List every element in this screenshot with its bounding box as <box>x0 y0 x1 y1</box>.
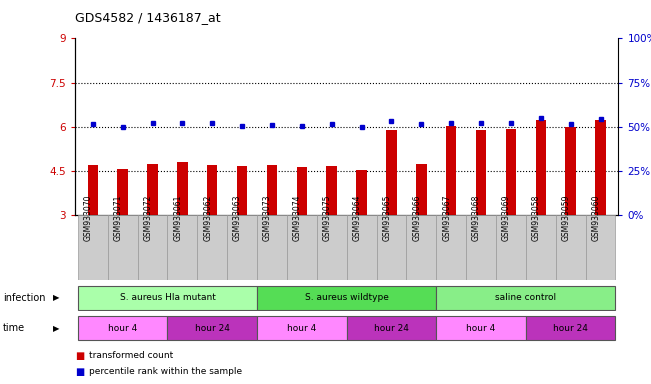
Text: GSM933065: GSM933065 <box>382 194 391 241</box>
Bar <box>436 286 615 310</box>
Bar <box>197 215 227 280</box>
Bar <box>566 127 576 215</box>
Bar <box>107 215 137 280</box>
Bar <box>376 215 406 280</box>
Text: S. aureus Hla mutant: S. aureus Hla mutant <box>120 293 215 302</box>
Text: GSM933064: GSM933064 <box>353 194 361 241</box>
Text: transformed count: transformed count <box>89 351 173 361</box>
Bar <box>317 215 346 280</box>
Text: GSM933069: GSM933069 <box>502 194 511 241</box>
Bar <box>267 165 277 215</box>
Bar <box>117 169 128 215</box>
Text: ■: ■ <box>75 351 84 361</box>
Text: hour 4: hour 4 <box>108 324 137 333</box>
Bar <box>386 130 396 215</box>
Text: GSM933060: GSM933060 <box>592 194 600 241</box>
Text: GSM933072: GSM933072 <box>143 194 152 241</box>
Text: ■: ■ <box>75 366 84 377</box>
Bar <box>137 215 167 280</box>
Bar <box>476 130 486 215</box>
Bar <box>78 316 167 340</box>
Bar <box>237 167 247 215</box>
Bar <box>177 162 187 215</box>
Text: S. aureus wildtype: S. aureus wildtype <box>305 293 389 302</box>
Text: GSM933066: GSM933066 <box>412 194 421 241</box>
Text: saline control: saline control <box>495 293 557 302</box>
Bar <box>78 286 257 310</box>
Text: hour 4: hour 4 <box>466 324 495 333</box>
Text: GSM933061: GSM933061 <box>173 194 182 241</box>
Bar <box>327 166 337 215</box>
Bar <box>586 215 615 280</box>
Bar <box>436 215 466 280</box>
Text: hour 24: hour 24 <box>553 324 588 333</box>
Text: GSM933067: GSM933067 <box>442 194 451 241</box>
Text: GSM933073: GSM933073 <box>263 194 272 241</box>
Bar <box>406 215 436 280</box>
Text: hour 24: hour 24 <box>374 324 409 333</box>
Text: hour 24: hour 24 <box>195 324 230 333</box>
Text: GDS4582 / 1436187_at: GDS4582 / 1436187_at <box>75 12 221 25</box>
Bar <box>257 215 287 280</box>
Text: GSM933070: GSM933070 <box>84 194 93 241</box>
Bar <box>287 215 317 280</box>
Text: ▶: ▶ <box>53 293 60 302</box>
Bar <box>227 215 257 280</box>
Bar <box>526 215 556 280</box>
Bar <box>346 215 376 280</box>
Text: GSM933062: GSM933062 <box>203 194 212 241</box>
Bar <box>207 165 217 215</box>
Text: GSM933063: GSM933063 <box>233 194 242 241</box>
Bar <box>496 215 526 280</box>
Text: GSM933068: GSM933068 <box>472 194 481 241</box>
Text: GSM933059: GSM933059 <box>562 194 571 241</box>
Bar <box>436 316 526 340</box>
Bar <box>356 170 367 215</box>
Text: time: time <box>3 323 25 333</box>
Bar <box>167 316 257 340</box>
Bar <box>595 120 606 215</box>
Text: GSM933074: GSM933074 <box>293 194 302 241</box>
Text: GSM933075: GSM933075 <box>323 194 332 241</box>
Bar <box>297 167 307 215</box>
Bar <box>446 126 456 215</box>
Bar <box>416 164 426 215</box>
Text: GSM933071: GSM933071 <box>114 194 122 241</box>
Bar <box>257 316 346 340</box>
Text: hour 4: hour 4 <box>287 324 316 333</box>
Bar <box>257 286 436 310</box>
Text: infection: infection <box>3 293 46 303</box>
Text: ▶: ▶ <box>53 324 60 333</box>
Bar <box>87 165 98 215</box>
Bar <box>167 215 197 280</box>
Bar <box>506 129 516 215</box>
Bar <box>78 215 107 280</box>
Bar <box>556 215 586 280</box>
Bar <box>526 316 615 340</box>
Bar <box>536 120 546 215</box>
Text: GSM933058: GSM933058 <box>532 194 541 241</box>
Text: percentile rank within the sample: percentile rank within the sample <box>89 367 242 376</box>
Bar <box>346 316 436 340</box>
Bar <box>466 215 496 280</box>
Bar <box>147 164 158 215</box>
